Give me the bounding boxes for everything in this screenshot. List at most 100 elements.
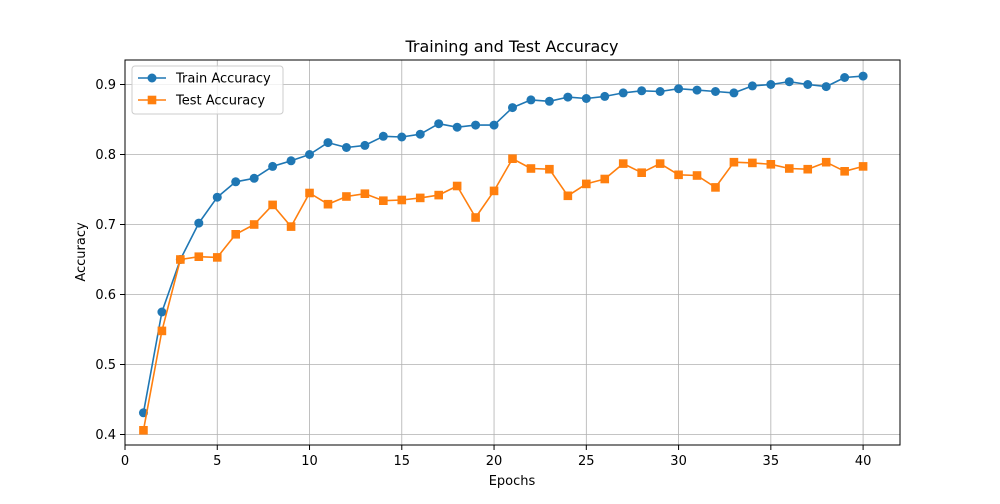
data-point [157,326,167,336]
legend-label: Test Accuracy [175,94,265,109]
data-point [286,156,296,166]
data-point [231,230,241,239]
legend-label: Train Accuracy [175,72,271,87]
legend: Train Accuracy Test Accuracy [131,65,284,115]
data-point [821,82,831,92]
data-point [286,222,296,231]
data-point [563,92,573,102]
data-point [729,88,739,98]
data-point [249,173,259,183]
data-point [784,164,794,173]
data-point [858,162,868,171]
data-point [545,164,554,174]
data-point [600,174,610,184]
data-point [508,103,517,113]
data-point [415,129,425,139]
data-point [674,84,684,94]
data-point [489,120,499,130]
y-axis-label: Accuracy [74,222,89,282]
y-tick-label: 0.4 [95,428,116,443]
data-point [766,80,776,89]
series-layer [138,71,868,435]
data-point [323,199,333,209]
data-point [305,188,314,198]
data-point [471,120,481,130]
data-point [471,213,480,222]
data-point [840,167,849,176]
data-point [581,94,591,103]
data-point [489,186,499,196]
data-point [655,87,665,96]
data-point [360,189,370,198]
x-tick-label: 5 [213,454,221,469]
data-point [176,255,185,264]
legend-item: Train Accuracy [138,72,271,87]
data-point [582,179,591,189]
x-tick-label: 10 [301,454,318,469]
data-point [600,91,610,101]
x-tick-label: 20 [486,454,503,469]
y-tick-label: 0.5 [95,358,116,373]
legend-marker [147,95,157,105]
series-line [142,75,864,413]
data-point [342,192,351,201]
y-tick-label: 0.8 [95,148,116,163]
chart-title: Training and Test Accuracy [404,37,618,56]
data-point [452,122,462,132]
data-point [526,164,536,173]
data-point [452,181,462,191]
data-point [268,161,278,171]
data-point [268,200,277,210]
data-point [231,177,241,187]
data-point [618,159,628,168]
x-tick-label: 40 [855,454,872,469]
data-point [692,171,702,180]
data-point [637,86,647,96]
data-point [341,143,351,152]
data-point [766,160,776,169]
data-point [729,157,739,167]
x-tick-label: 15 [394,454,411,469]
data-point [508,154,517,163]
x-tick-label: 35 [763,454,780,469]
data-point [674,170,683,180]
data-point [821,157,831,167]
data-point [397,195,407,205]
data-point [803,80,813,89]
data-point [784,77,794,87]
y-tick-label: 0.9 [95,78,116,93]
x-tick-label: 30 [670,454,687,469]
legend-item: Test Accuracy [138,94,265,109]
data-point [434,190,443,200]
legend-marker [147,73,157,83]
series-test-accuracy [139,154,868,435]
data-point [249,220,259,229]
data-point [157,307,167,317]
data-point [415,193,425,203]
data-point [747,81,757,91]
data-point [748,158,757,168]
y-tick-label: 0.6 [95,288,116,303]
plot-frame [124,59,901,446]
data-point [212,253,222,262]
data-point [692,85,702,95]
data-point [618,88,628,98]
legend-frame [131,65,284,115]
data-point [194,218,204,228]
axes: 0 5 10 15 20 25 30 35 40 0.4 0.5 0.6 0.7 0.8 0.9 [95,78,871,469]
x-axis-label: Epochs [489,474,536,489]
data-point [840,73,850,82]
y-tick-label: 0.7 [95,218,116,233]
data-point [397,132,407,142]
data-point [378,131,388,141]
data-point [710,87,720,96]
data-point [323,138,333,148]
data-point [139,426,148,435]
x-tick-label: 0 [121,454,129,469]
data-point [563,191,573,201]
data-point [858,71,868,81]
data-point [544,96,554,106]
data-point [305,150,315,159]
